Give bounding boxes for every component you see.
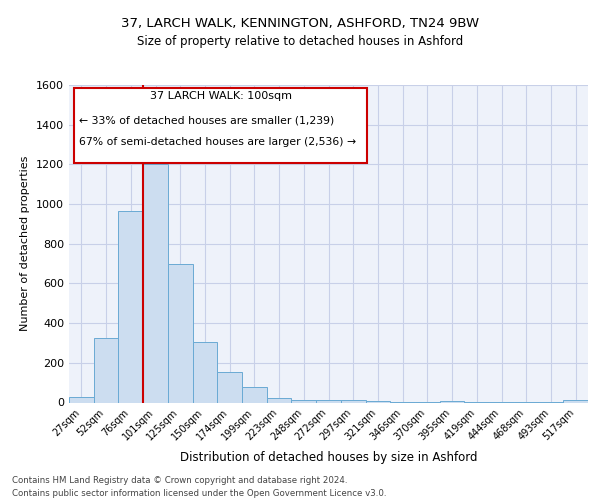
Text: Contains HM Land Registry data © Crown copyright and database right 2024.: Contains HM Land Registry data © Crown c… bbox=[12, 476, 347, 485]
Bar bbox=[316, 400, 341, 402]
Bar bbox=[292, 400, 316, 402]
Bar bbox=[267, 398, 292, 402]
Bar bbox=[118, 211, 143, 402]
Text: ← 33% of detached houses are smaller (1,239): ← 33% of detached houses are smaller (1,… bbox=[79, 115, 335, 125]
Bar bbox=[69, 396, 94, 402]
Text: 37 LARCH WALK: 100sqm: 37 LARCH WALK: 100sqm bbox=[150, 92, 292, 102]
Bar bbox=[168, 264, 193, 402]
Text: 67% of semi-detached houses are larger (2,536) →: 67% of semi-detached houses are larger (… bbox=[79, 138, 356, 147]
Bar bbox=[440, 400, 464, 402]
Bar bbox=[341, 400, 365, 402]
Text: Size of property relative to detached houses in Ashford: Size of property relative to detached ho… bbox=[137, 35, 463, 48]
Bar bbox=[94, 338, 118, 402]
Bar bbox=[193, 342, 217, 402]
Y-axis label: Number of detached properties: Number of detached properties bbox=[20, 156, 31, 332]
X-axis label: Distribution of detached houses by size in Ashford: Distribution of detached houses by size … bbox=[180, 450, 477, 464]
Bar bbox=[143, 164, 168, 402]
Bar bbox=[217, 372, 242, 402]
FancyBboxPatch shape bbox=[74, 88, 367, 163]
Bar bbox=[365, 400, 390, 402]
Text: Contains public sector information licensed under the Open Government Licence v3: Contains public sector information licen… bbox=[12, 489, 386, 498]
Bar bbox=[563, 400, 588, 402]
Bar bbox=[242, 386, 267, 402]
Text: 37, LARCH WALK, KENNINGTON, ASHFORD, TN24 9BW: 37, LARCH WALK, KENNINGTON, ASHFORD, TN2… bbox=[121, 18, 479, 30]
